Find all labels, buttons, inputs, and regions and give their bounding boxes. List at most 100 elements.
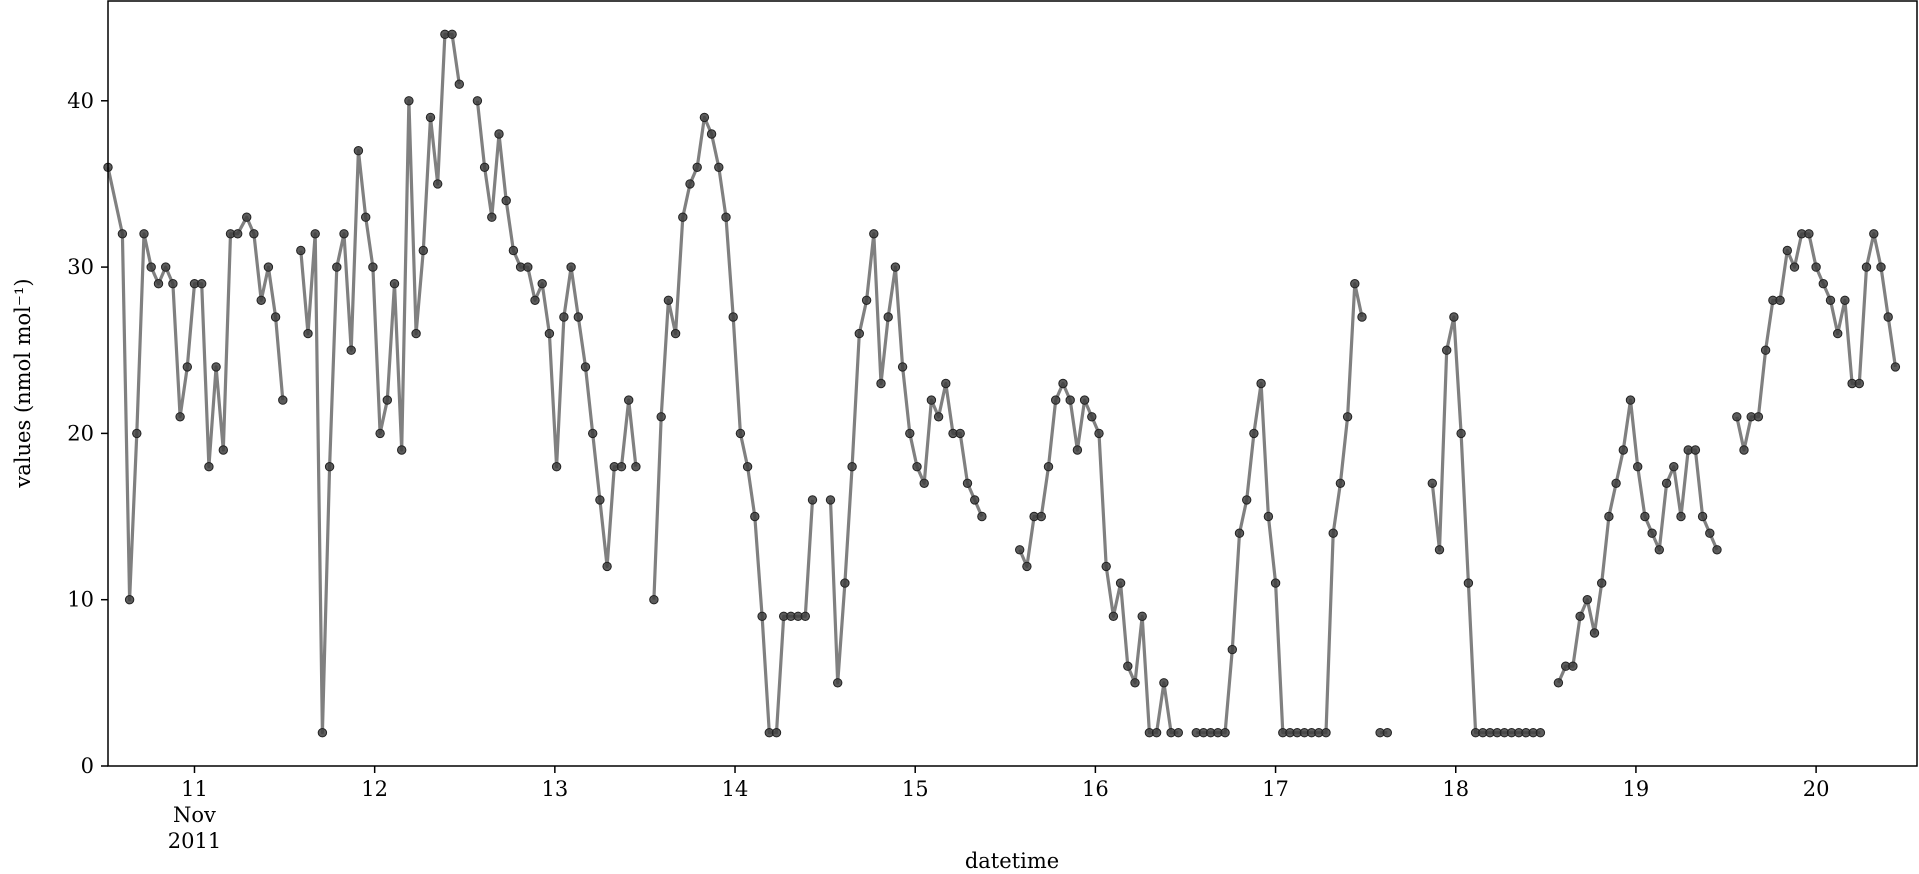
data-point xyxy=(771,728,782,738)
data-point xyxy=(1101,561,1111,572)
data-point xyxy=(1137,611,1147,621)
y-tick-label: 30 xyxy=(67,255,94,279)
x-tick-label: 13 xyxy=(541,777,568,801)
data-point xyxy=(537,279,547,289)
data-point xyxy=(523,262,533,272)
data-point xyxy=(1270,578,1281,588)
data-point xyxy=(1818,279,1829,289)
x-tick-sublabel-year: 2011 xyxy=(168,829,221,853)
data-point xyxy=(339,229,349,239)
data-point xyxy=(580,362,591,372)
data-point xyxy=(670,328,681,339)
data-point xyxy=(905,428,915,439)
data-point xyxy=(132,428,142,439)
data-point xyxy=(735,428,746,439)
data-point xyxy=(685,179,695,189)
data-point xyxy=(494,129,504,139)
data-point xyxy=(1535,728,1546,738)
data-point xyxy=(303,328,313,339)
data-point xyxy=(876,378,886,389)
data-point xyxy=(1022,561,1032,572)
data-point xyxy=(175,412,185,422)
data-point xyxy=(454,79,464,89)
data-point xyxy=(168,279,178,289)
data-point xyxy=(1058,378,1068,389)
data-point xyxy=(800,611,810,621)
x-tick-label: 11 xyxy=(181,777,208,801)
data-point xyxy=(678,212,688,222)
data-point xyxy=(656,412,666,422)
data-point xyxy=(1553,678,1564,688)
data-point xyxy=(1442,345,1452,355)
data-point xyxy=(1087,412,1097,422)
data-point xyxy=(1065,395,1075,405)
data-point xyxy=(1234,528,1245,538)
data-point xyxy=(375,428,385,439)
data-point xyxy=(1456,428,1466,439)
data-point xyxy=(263,262,274,272)
data-point xyxy=(1173,728,1184,738)
data-point xyxy=(242,212,252,222)
data-point xyxy=(1342,412,1353,422)
data-point xyxy=(1690,445,1701,455)
series-line xyxy=(1430,315,1541,735)
series-line xyxy=(1556,398,1719,684)
data-point xyxy=(1661,478,1672,488)
data-point xyxy=(869,229,879,239)
data-point xyxy=(1705,528,1715,538)
data-point xyxy=(382,395,392,405)
series-line xyxy=(652,115,815,735)
data-point xyxy=(962,478,973,488)
data-point xyxy=(204,462,214,472)
data-point xyxy=(977,511,987,522)
data-point xyxy=(757,611,767,621)
data-point xyxy=(573,312,583,322)
data-point xyxy=(361,212,371,222)
data-point xyxy=(1753,412,1764,422)
data-point xyxy=(1220,728,1230,738)
data-point xyxy=(1876,262,1886,272)
data-point xyxy=(854,328,864,339)
data-point xyxy=(714,162,724,173)
data-point xyxy=(1732,412,1742,422)
data-point xyxy=(1869,229,1879,239)
data-point xyxy=(346,345,356,355)
data-point xyxy=(1256,378,1266,389)
data-point xyxy=(249,229,259,239)
data-point xyxy=(153,279,164,289)
data-point xyxy=(1804,229,1814,239)
data-point xyxy=(501,195,511,206)
data-point xyxy=(588,428,598,439)
data-point xyxy=(1825,295,1836,305)
data-point xyxy=(124,595,135,605)
data-point xyxy=(1123,661,1133,671)
x-tick-label: 16 xyxy=(1082,777,1109,801)
data-point xyxy=(861,295,872,305)
data-point xyxy=(1227,644,1238,655)
series-line xyxy=(475,100,638,569)
x-tick-label: 17 xyxy=(1262,777,1289,801)
data-point xyxy=(750,511,760,522)
data-point xyxy=(602,561,612,572)
data-point xyxy=(1811,262,1821,272)
series-layer xyxy=(103,29,1901,738)
data-point xyxy=(211,362,221,372)
data-point xyxy=(447,29,457,39)
data-point xyxy=(1357,312,1367,322)
data-point xyxy=(530,295,540,305)
data-point xyxy=(912,462,922,472)
data-point xyxy=(508,245,519,256)
data-point xyxy=(1043,462,1054,472)
data-point xyxy=(182,362,193,372)
data-point xyxy=(1654,545,1665,555)
data-point xyxy=(941,378,951,389)
data-point xyxy=(1159,678,1169,688)
data-point xyxy=(1449,312,1459,322)
data-point xyxy=(368,262,378,272)
data-point xyxy=(1890,362,1901,372)
x-axis-title: datetime xyxy=(965,849,1059,869)
data-point xyxy=(278,395,288,405)
data-point xyxy=(1575,611,1585,621)
x-tick-sublabel-month: Nov xyxy=(173,803,216,827)
data-point xyxy=(1739,445,1749,455)
